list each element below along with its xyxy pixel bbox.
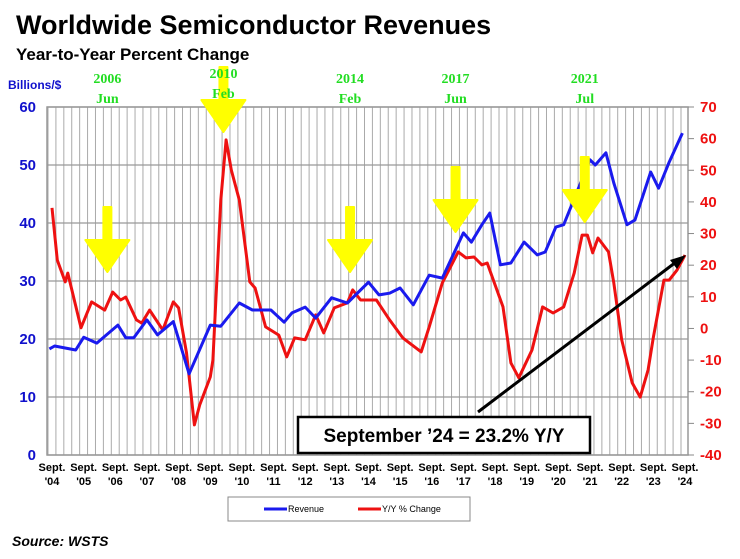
yellow-down-arrow-icon [432, 166, 479, 233]
left-tick-label: 10 [19, 389, 36, 406]
source-note: Source: WSTS [12, 533, 109, 549]
trend-arrow-head-icon [670, 255, 686, 269]
legend: Revenue Y/Y % Change [227, 496, 471, 522]
grid [46, 106, 689, 456]
left-tick-label: 40 [19, 215, 36, 232]
legend-yoy-label: Y/Y % Change [382, 504, 441, 514]
right-tick-label: 40 [700, 194, 717, 211]
annotation-month: Jul [575, 92, 594, 107]
chart-subtitle: Year-to-Year Percent Change [16, 45, 249, 64]
left-tick-label: 0 [28, 447, 36, 464]
x-tick-label-year: '19 [519, 476, 534, 488]
x-tick-label: Sept. [355, 462, 382, 474]
annotation-month: Feb [212, 87, 235, 102]
right-tick-label: 0 [700, 320, 708, 337]
x-tick-label-year: '20 [551, 476, 566, 488]
x-tick-label-year: '23 [646, 476, 661, 488]
x-tick-label-year: '22 [614, 476, 629, 488]
left-axis-unit: Billions/$ [8, 78, 62, 92]
x-tick-label-year: '06 [108, 476, 123, 488]
right-tick-label: 50 [700, 162, 717, 179]
right-tick-label: 30 [700, 226, 717, 243]
left-tick-label: 60 [19, 99, 36, 116]
x-tick-label-year: '13 [329, 476, 344, 488]
right-tick-label: -20 [700, 384, 722, 401]
x-tick-label: Sept. [672, 462, 699, 474]
callout: September ’24 = 23.2% Y/Y [296, 255, 686, 455]
right-tick-label: 10 [700, 289, 717, 306]
left-tick-label: 30 [19, 273, 36, 290]
x-tick-label-year: '08 [171, 476, 186, 488]
annotation-year: 2021 [571, 72, 599, 87]
x-tick-label-year: '14 [361, 476, 377, 488]
x-tick-label-year: '16 [424, 476, 439, 488]
annotation-year: 2006 [93, 72, 121, 87]
x-tick-label: Sept. [133, 462, 160, 474]
x-tick-label: Sept. [640, 462, 667, 474]
yellow-down-arrow-icon [561, 156, 608, 223]
x-tick-label: Sept. [418, 462, 445, 474]
x-tick-label: Sept. [292, 462, 319, 474]
x-tick-label-year: '24 [678, 476, 694, 488]
x-tick-label: Sept. [39, 462, 66, 474]
plot-frame [46, 106, 689, 456]
x-tick-label-year: '11 [266, 476, 280, 488]
x-tick-label: Sept. [260, 462, 287, 474]
right-tick-label: 60 [700, 131, 717, 148]
series-lines [48, 132, 687, 427]
x-tick-label-year: '17 [456, 476, 471, 488]
chart-title: Worldwide Semiconductor Revenues [16, 10, 491, 40]
axis-ticks: 0 10 20 30 40 50 60 -40 -30 -20 -10 0 10 20 30 40 50 60 70… [19, 99, 721, 488]
x-tick-label: Sept. [165, 462, 192, 474]
right-tick-label: -30 [700, 415, 722, 432]
x-tick-label-year: '18 [488, 476, 503, 488]
annotations: 2006 Jun 2010 Feb 2014 Feb 2017 Jun 2021 Jul [84, 66, 608, 273]
x-tick-label-year: '15 [393, 476, 408, 488]
x-tick-label-year: '04 [45, 476, 61, 488]
x-tick-label: Sept. [577, 462, 604, 474]
yellow-down-arrow-icon [84, 206, 131, 273]
series-line-yoy-change [50, 138, 687, 427]
annotation-month: Jun [444, 92, 467, 107]
x-tick-label: Sept. [450, 462, 477, 474]
x-tick-label: Sept. [482, 462, 509, 474]
x-tick-label-year: '21 [583, 476, 598, 488]
yellow-down-arrow-icon [327, 206, 374, 273]
right-tick-label: 20 [700, 257, 717, 274]
callout-box [296, 415, 592, 455]
x-tick-label-year: '09 [203, 476, 218, 488]
annotation-year: 2010 [209, 67, 237, 82]
x-tick-label-year: '12 [298, 476, 313, 488]
x-tick-label: Sept. [387, 462, 414, 474]
right-tick-label: -40 [700, 447, 722, 464]
right-tick-label: 70 [700, 99, 717, 116]
x-tick-label-year: '05 [76, 476, 91, 488]
x-tick-label: Sept. [323, 462, 350, 474]
left-tick-label: 50 [19, 157, 36, 174]
annotation-year: 2014 [336, 72, 364, 87]
x-tick-label: Sept. [70, 462, 97, 474]
callout-text: September ’24 = 23.2% Y/Y [324, 426, 565, 447]
x-tick-label-year: '10 [234, 476, 249, 488]
x-tick-label: Sept. [513, 462, 540, 474]
right-tick-label: -10 [700, 352, 722, 369]
x-tick-label: Sept. [197, 462, 224, 474]
x-tick-label-year: '07 [140, 476, 155, 488]
annotation-year: 2017 [442, 72, 470, 87]
left-tick-label: 20 [19, 331, 36, 348]
annotation-month: Jun [96, 92, 119, 107]
x-tick-label: Sept. [608, 462, 635, 474]
trend-arrow-line [477, 257, 681, 414]
series-line-revenue [48, 132, 684, 376]
annotation-month: Feb [339, 92, 362, 107]
x-tick-label: Sept. [545, 462, 572, 474]
x-tick-label: Sept. [102, 462, 129, 474]
yellow-down-arrow-icon [200, 66, 247, 133]
x-tick-label: Sept. [228, 462, 255, 474]
legend-revenue-label: Revenue [288, 504, 324, 514]
